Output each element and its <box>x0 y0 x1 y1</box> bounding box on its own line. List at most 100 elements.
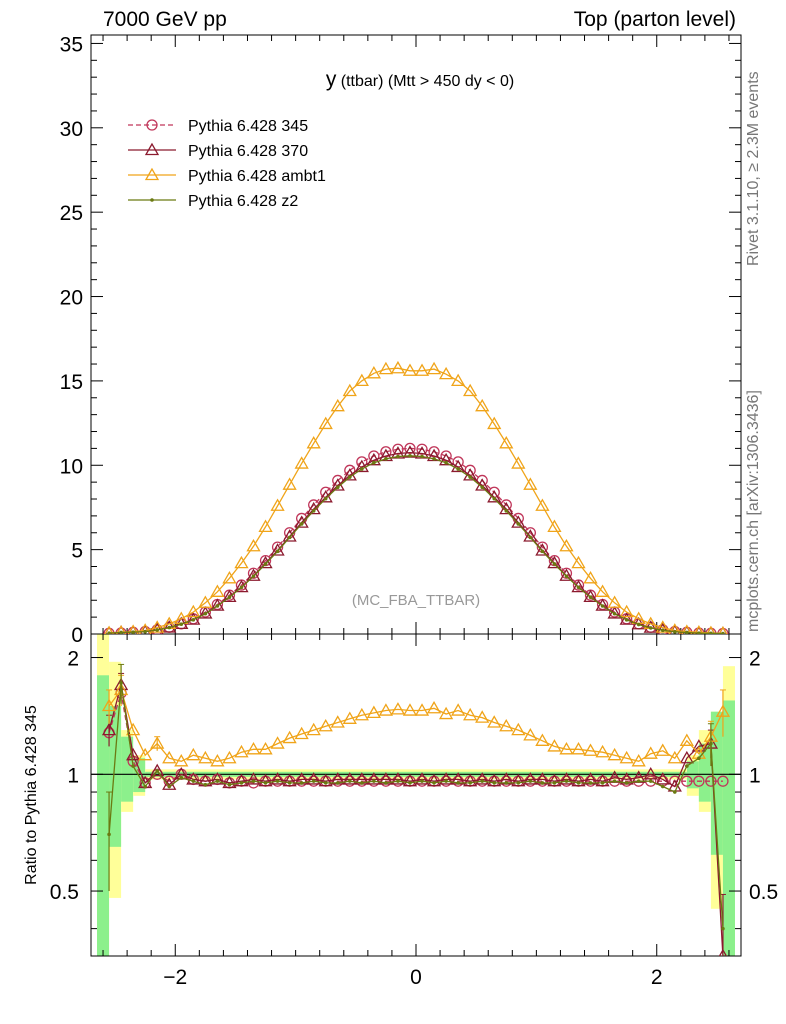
ratio-y-tick-label-left-0: 0.5 <box>50 881 79 904</box>
main-point-0-27 <box>428 446 440 458</box>
ratio-point-2-17 <box>306 722 321 736</box>
main-point-2-2 <box>127 624 139 634</box>
main-point-3-29 <box>456 467 460 471</box>
main-point-2-25 <box>402 363 418 376</box>
ratio-point-1-30 <box>463 773 478 787</box>
main-point-3-40 <box>588 595 593 600</box>
legend-marker-0 <box>146 119 158 131</box>
main-point-3-43 <box>624 618 629 622</box>
main-point-3-14 <box>275 549 280 554</box>
ratio-point-1-18 <box>318 773 333 787</box>
ratio-point-3-37 <box>552 781 557 785</box>
main-point-2-23 <box>378 361 394 375</box>
main-point-3-42 <box>612 611 617 616</box>
main-point-1-16 <box>294 515 309 528</box>
main-point-3-25 <box>408 454 412 458</box>
main-point-2-22 <box>366 365 381 379</box>
ratio-point-1-27 <box>426 773 442 787</box>
ratio-point-3-44 <box>636 779 641 783</box>
ratio-point-1-14 <box>270 772 285 785</box>
ratio-point-2-19 <box>330 715 345 728</box>
main-point-2-31 <box>475 398 490 412</box>
ratio-point-3-43 <box>624 781 629 785</box>
main-series-line-3 <box>109 455 723 634</box>
main-y-tick-label-5: 25 <box>60 202 83 225</box>
ratio-point-0-48 <box>681 775 693 787</box>
ratio-point-3-23 <box>384 781 388 785</box>
main-point-2-40 <box>583 571 598 584</box>
ratio-point-3-9 <box>215 779 220 783</box>
main-point-3-27 <box>432 457 436 461</box>
ratio-point-2-25 <box>402 703 418 716</box>
ratio-point-1-45 <box>643 766 658 780</box>
main-point-1-14 <box>270 543 285 556</box>
ratio-point-3-38 <box>564 779 569 783</box>
main-point-1-8 <box>198 606 213 619</box>
main-point-1-28 <box>438 452 454 466</box>
ratio-point-3-11 <box>239 781 244 785</box>
main-y-tick-label-7: 35 <box>60 33 83 56</box>
ratio-point-3-7 <box>191 779 196 783</box>
main-point-2-49 <box>693 625 705 634</box>
ratio-point-3-12 <box>251 779 256 783</box>
ratio-point-3-19 <box>335 781 340 785</box>
ratio-point-2-46 <box>655 743 670 756</box>
ratio-point-3-8 <box>203 782 208 787</box>
ratio-point-2-36 <box>535 733 550 746</box>
main-point-3-47 <box>672 630 677 634</box>
ratio-point-2-15 <box>282 730 297 744</box>
main-y-tick-label-3: 15 <box>60 371 83 394</box>
main-point-3-22 <box>372 460 376 465</box>
ratio-point-2-30 <box>463 707 478 721</box>
main-point-2-16 <box>294 456 309 469</box>
ratio-point-2-24 <box>390 702 406 715</box>
legend: Pythia 6.428 345 Pythia 6.428 370 Pythia 6… <box>128 118 326 210</box>
main-y-tick-label-4: 20 <box>60 287 83 310</box>
main-point-3-23 <box>384 457 388 461</box>
main-point-2-13 <box>258 519 273 533</box>
main-point-3-51 <box>721 631 725 634</box>
main-point-3-48 <box>685 630 689 634</box>
main-point-2-27 <box>426 361 442 375</box>
ratio-point-2-45 <box>643 746 658 759</box>
ratio-point-1-24 <box>390 772 406 785</box>
legend-label-1: Pythia 6.428 370 <box>188 143 308 160</box>
ratio-point-3-51 <box>721 926 725 931</box>
main-point-2-4 <box>150 620 165 633</box>
ratio-point-1-13 <box>258 773 273 787</box>
ratio-point-3-14 <box>275 779 280 783</box>
ratio-point-2-44 <box>631 754 646 767</box>
ratio-point-3-1 <box>119 681 123 685</box>
main-y-tick-label-6: 30 <box>60 118 83 141</box>
main-point-2-36 <box>535 498 550 511</box>
ratio-point-3-29 <box>456 781 460 785</box>
main-point-2-26 <box>414 363 430 376</box>
main-point-2-43 <box>619 604 634 618</box>
ratio-point-0-51 <box>717 775 729 787</box>
ratio-point-3-4 <box>155 769 160 773</box>
ratio-point-2-39 <box>571 741 586 755</box>
legend-label-0: Pythia 6.428 345 <box>188 118 308 135</box>
ratio-point-3-26 <box>420 779 424 783</box>
main-point-1-21 <box>354 459 369 473</box>
ratio-y-tick-label-right-1: 1 <box>749 764 761 787</box>
main-point-1-35 <box>523 529 538 542</box>
ratio-point-1-10 <box>222 775 237 789</box>
main-point-2-28 <box>438 366 454 380</box>
ratio-point-1-12 <box>246 772 261 785</box>
ratio-point-2-7 <box>186 747 201 761</box>
main-point-3-41 <box>600 604 605 608</box>
ratio-point-2-26 <box>414 703 430 716</box>
ratio-point-1-38 <box>559 772 574 785</box>
main-point-2-11 <box>234 555 249 569</box>
main-point-2-29 <box>451 373 466 387</box>
ratio-point-2-34 <box>511 722 526 736</box>
main-point-3-44 <box>636 622 641 627</box>
main-point-2-20 <box>342 383 357 397</box>
ratio-point-0-49 <box>693 775 705 787</box>
main-point-2-3 <box>138 623 152 634</box>
main-point-1-40 <box>583 589 598 603</box>
ratio-point-2-4 <box>150 736 165 749</box>
ratio-point-2-21 <box>354 707 369 721</box>
ratio-point-1-39 <box>571 773 586 787</box>
